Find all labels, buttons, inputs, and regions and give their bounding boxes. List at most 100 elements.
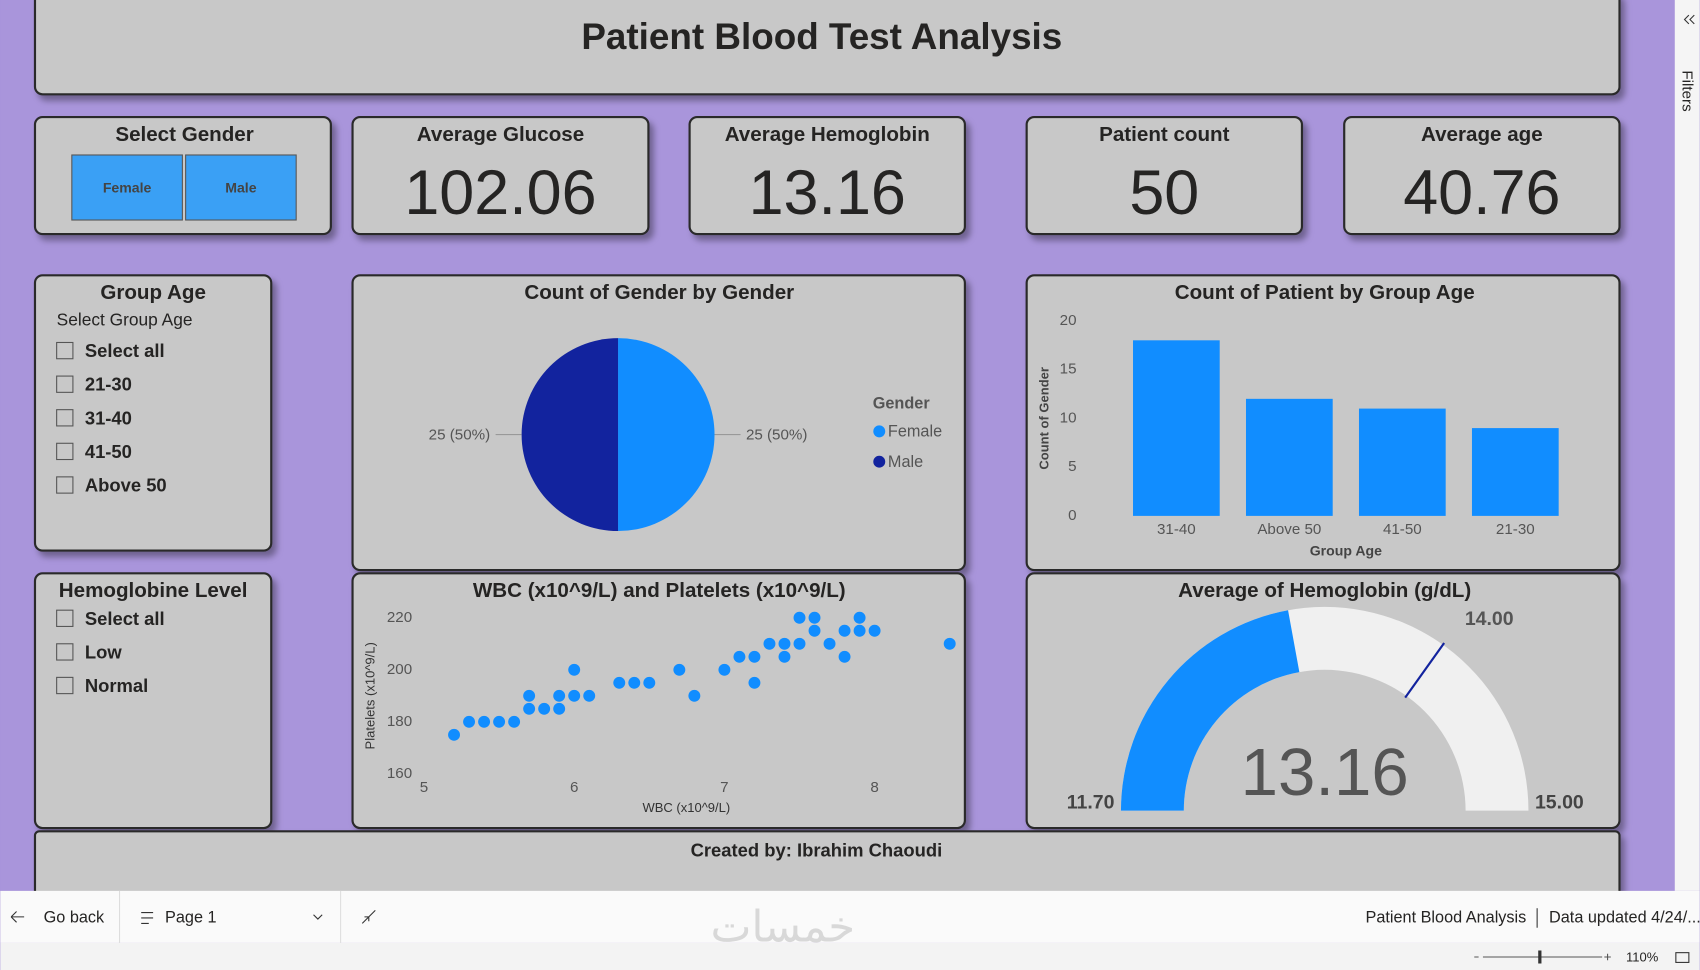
scatter-point [748,676,761,689]
gauge-min-label: 11.70 [1067,791,1115,813]
header-panel [33,0,1621,96]
legend-label[interactable]: Male [888,453,923,471]
slicer-title: Hemoglobine Level [59,579,248,602]
gauge-value: 13.16 [1241,735,1409,810]
scatter-point [478,715,491,728]
slicer-button[interactable] [71,154,183,221]
dropdown-icon[interactable] [313,914,323,920]
x-tick-label: Above 50 [1257,521,1321,538]
bar [1133,340,1220,516]
card-title: Patient count [1099,123,1229,146]
report-name: Patient Blood Analysis [1365,908,1526,926]
data-label: 25 (50%) [429,427,491,444]
checkbox[interactable] [56,409,74,427]
back-icon[interactable] [10,911,25,923]
scatter-point [583,689,596,702]
scatter-point [778,637,791,650]
card-panel [688,115,966,236]
scatter-point [688,689,701,702]
y-tick-label: 200 [387,661,412,678]
checkbox-label[interactable]: 31-40 [85,407,132,428]
slicer-button-label[interactable]: Female [103,179,152,195]
slicer-panel [33,274,273,552]
y-tick-label: 220 [387,609,412,626]
card-title: Average age [1421,123,1543,146]
checkbox[interactable] [56,643,74,661]
fit-page-icon[interactable] [1675,952,1690,963]
scatter-point [553,702,566,715]
scatter-point [943,637,956,650]
y-tick-label: 5 [1068,458,1076,475]
zoom-slider[interactable] [1474,953,1611,961]
x-tick-label: 8 [870,779,878,796]
y-tick-label: 180 [387,713,412,730]
zoom-thumb[interactable] [1538,950,1542,964]
checkbox-label[interactable]: Select all [85,340,165,361]
checkbox-label[interactable]: Select all [85,608,165,629]
checkbox-label[interactable]: Above 50 [85,474,167,495]
slicer-button[interactable] [185,154,297,221]
y-axis-label: Platelets (x10^9/L) [362,642,377,749]
target-label: 14.00 [1465,608,1514,630]
card-value: 40.76 [1403,158,1560,228]
scatter-point [538,702,551,715]
scatter-point [763,637,776,650]
gauge-target [1404,642,1446,699]
data-label: 25 (50%) [746,427,808,444]
filters-pane[interactable] [1674,0,1700,891]
scatter-point [448,728,460,741]
x-tick-label: 41-50 [1383,521,1422,538]
chart-title: WBC (x10^9/L) and Platelets (x10^9/L) [473,579,846,602]
checkbox[interactable] [56,609,74,627]
y-tick-label: 15 [1060,361,1077,378]
bar [1245,398,1333,516]
scatter-point [628,676,641,689]
zoom-bar [0,942,1700,970]
y-tick-label: 10 [1060,409,1077,426]
scatter-point [508,715,521,728]
x-tick-label: 5 [420,779,428,796]
scatter-point [718,663,731,676]
pie-slice [521,338,619,532]
checkbox[interactable] [56,341,74,360]
slicer-button-label[interactable]: Male [225,179,256,195]
bar [1358,408,1446,516]
collapse-icon[interactable] [1683,14,1695,25]
scatter-point [523,702,536,715]
checkbox-label[interactable]: 41-50 [85,441,132,462]
card-title: Average Glucose [417,123,584,146]
scatter-point [808,624,821,637]
checkbox-label[interactable]: Low [85,641,122,662]
watermark: خمسات [711,903,856,951]
data-updated: Data updated 4/24/... [1549,908,1700,926]
legend-marker[interactable] [873,455,886,468]
gauge-fill [1120,610,1300,811]
checkbox[interactable] [56,375,74,393]
scatter-point [793,611,806,624]
chart-title: Average of Hemoglobin (g/dL) [1178,579,1471,602]
page-selector[interactable]: Page 1 [165,908,217,926]
scatter-point [523,689,536,702]
scatter-point [493,715,506,728]
checkbox-label[interactable]: Normal [85,675,148,696]
go-back[interactable]: Go back [44,908,105,926]
checkbox[interactable] [56,476,74,494]
pie-slice [618,338,715,532]
scatter-point [853,611,866,624]
fit-icon[interactable] [361,910,376,924]
checkbox[interactable] [56,676,74,695]
scatter-point [778,650,791,663]
filters-label[interactable]: Filters [1679,70,1696,112]
legend-label[interactable]: Female [888,423,942,441]
checkbox-label[interactable]: 21-30 [85,374,132,395]
pages-icon [141,912,154,924]
x-axis-label: Group Age [1310,542,1382,558]
y-tick-label: 0 [1068,507,1076,524]
chart-title: Count of Patient by Group Age [1175,281,1475,304]
legend-marker[interactable] [873,425,886,438]
scatter-point [793,637,806,650]
bar [1471,428,1559,516]
checkbox[interactable] [56,442,74,461]
